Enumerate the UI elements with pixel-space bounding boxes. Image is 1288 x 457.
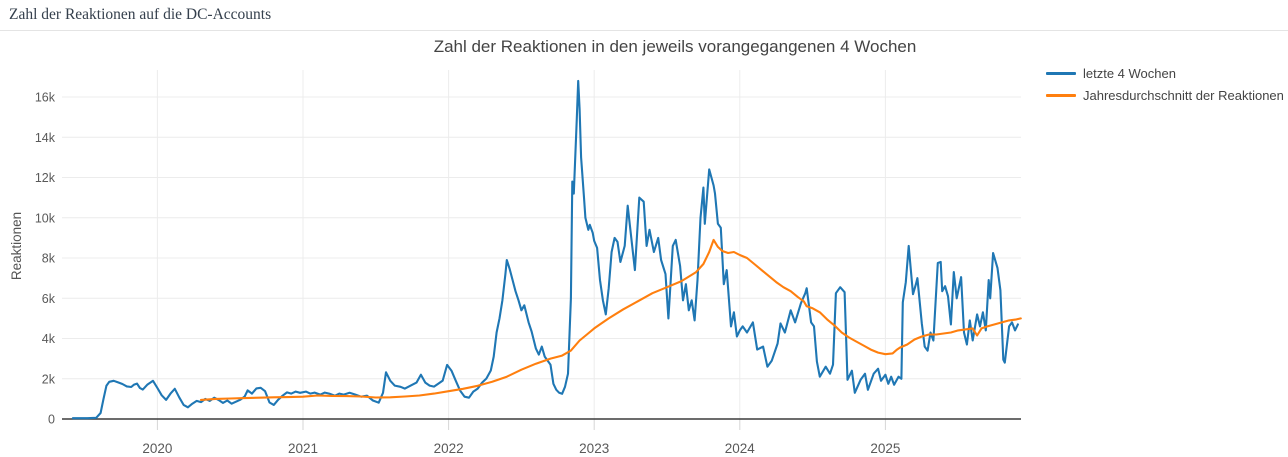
legend-line-sample-blue [1046, 71, 1076, 75]
panel-title: Zahl der Reaktionen auf die DC-Accounts [9, 6, 272, 23]
y-axis-title: Reaktionen [9, 212, 24, 280]
legend-label-0: letzte 4 Wochen [1083, 65, 1176, 81]
x-tick-label: 2022 [434, 441, 464, 456]
y-tick-label: 10k [35, 211, 56, 225]
x-tick-label: 2024 [725, 441, 756, 456]
chart-card: 2020 2021 2022 2023 2024 2025 0 2k 4k 6k 8k 10k 12k 1… [0, 31, 1288, 457]
x-tick-label: 2025 [870, 441, 900, 456]
x-tick-label: 2023 [579, 441, 609, 456]
y-tick-label: 8k [42, 252, 56, 266]
legend-label-1: Jahresdurchschnitt der Reaktionen pro [1083, 87, 1288, 103]
chart-title: Zahl der Reaktionen in den jeweils voran… [433, 37, 917, 56]
y-tick-label: 16k [35, 91, 56, 105]
legend: letzte 4 Wochen Jahresdurchschnitt der R… [1046, 62, 1288, 106]
y-tick-label: 4k [42, 332, 56, 346]
legend-line-sample-orange [1046, 93, 1076, 97]
y-tick-label: 12k [35, 171, 56, 185]
legend-item-letzte-4-wochen[interactable]: letzte 4 Wochen [1046, 62, 1288, 84]
y-tick-label: 14k [35, 131, 56, 145]
y-tick-label: 6k [42, 292, 56, 306]
x-tick-label: 2021 [288, 441, 318, 456]
series-line-jahresdurchschnitt-der-reaktionen-pro[interactable] [199, 238, 1022, 401]
x-tick-label: 2020 [142, 441, 172, 456]
panel-header: Zahl der Reaktionen auf die DC-Accounts [0, 0, 1288, 31]
y-tick-label: 2k [42, 372, 56, 386]
y-tick-label: 0 [48, 413, 55, 427]
legend-item-jahresdurchschnitt[interactable]: Jahresdurchschnitt der Reaktionen pro [1046, 84, 1288, 106]
plot-canvas[interactable]: 2020 2021 2022 2023 2024 2025 0 2k 4k 6k 8k 10k 12k 1… [0, 31, 1288, 457]
series-line-letzte-4-wochen[interactable] [71, 79, 1019, 420]
